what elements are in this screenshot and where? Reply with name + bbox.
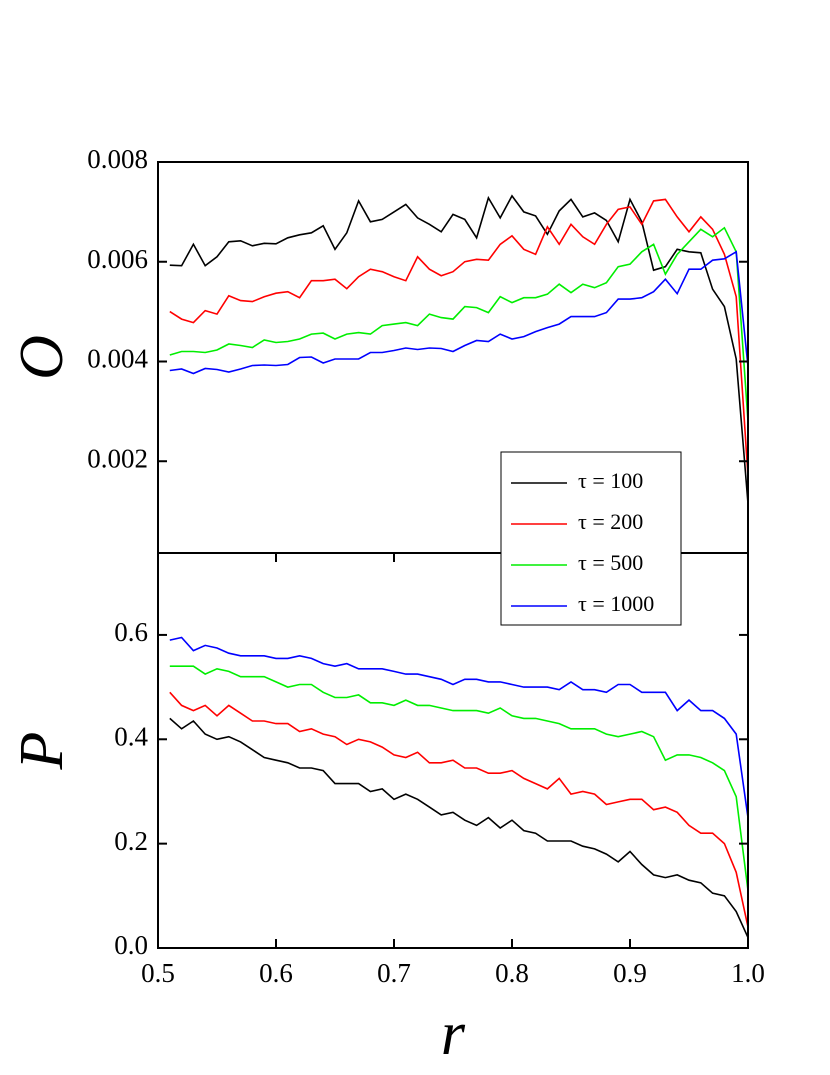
x-tick-label: 0.5 xyxy=(141,958,175,988)
x-tick-label: 1.0 xyxy=(731,958,765,988)
legend-box xyxy=(500,451,682,626)
y-axis-label: P xyxy=(8,732,76,771)
y-tick-label: 0.6 xyxy=(114,617,148,647)
y-axis-label: O xyxy=(8,335,76,380)
data-line xyxy=(169,717,749,938)
legend-label: τ = 200 xyxy=(578,509,643,534)
data-line xyxy=(169,198,749,477)
data-line xyxy=(169,691,749,928)
x-tick-label: 0.7 xyxy=(377,958,411,988)
y-tick-label: 0.002 xyxy=(87,443,148,473)
y-tick-label: 0.006 xyxy=(87,244,148,274)
plot-frame xyxy=(157,552,749,949)
data-line xyxy=(169,636,749,818)
y-tick-label: 0.004 xyxy=(87,344,148,374)
x-axis-label: r xyxy=(441,1000,466,1068)
y-tick-label: 0.0 xyxy=(114,930,148,960)
x-tick-label: 0.8 xyxy=(495,958,529,988)
x-tick-label: 0.9 xyxy=(613,958,647,988)
y-tick-label: 0.4 xyxy=(114,721,148,751)
legend-label: τ = 500 xyxy=(578,550,643,575)
x-tick-label: 0.6 xyxy=(259,958,293,988)
data-line xyxy=(169,194,749,504)
data-line xyxy=(169,665,749,891)
y-tick-label: 0.008 xyxy=(87,144,148,174)
legend: τ = 100 τ = 200 τ = 500 τ = 1000 xyxy=(500,451,682,626)
legend-label: τ = 1000 xyxy=(578,591,654,616)
data-line xyxy=(169,226,749,422)
legend-label: τ = 100 xyxy=(578,468,643,493)
y-tick-label: 0.2 xyxy=(114,826,148,856)
data-line xyxy=(169,250,749,375)
